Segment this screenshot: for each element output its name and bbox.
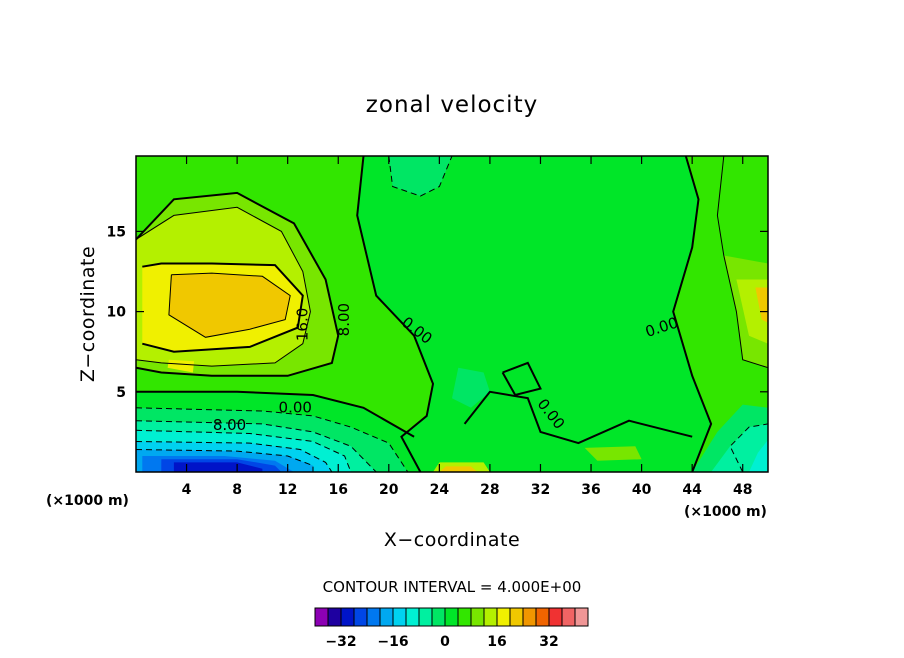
x-axis-ticks: 4 8 12 16 20 24 28 32 36 40 44 48 (182, 156, 752, 498)
contour-label-layer: 16.0 8.00 0.00 0.000.000.008.00 (213, 303, 681, 434)
y-axis-ticks: 5 10 15 (107, 224, 768, 401)
x-tick-label-10: 44 (682, 482, 702, 498)
x-tick-label-8: 36 (581, 482, 600, 498)
contour-line-3 (136, 206, 311, 367)
contour-line-layer (136, 156, 768, 472)
contour-label-5: 0.00 (279, 398, 312, 416)
contour-line-16 (729, 423, 768, 472)
colorbar-swatch-14 (496, 607, 511, 627)
contour-region-11 (168, 273, 291, 338)
contour-interval-text: CONTOUR INTERVAL = 4.000E+00 (323, 578, 582, 596)
contour-line-12 (388, 156, 453, 197)
x-tick-label-0: 4 (182, 482, 192, 498)
x-tick-label-4: 20 (379, 482, 399, 498)
contour-label-1: 8.00 (335, 303, 353, 336)
contour-line-9 (136, 429, 352, 472)
y-axis-label: Z−coordinate (77, 246, 99, 382)
colorbar-swatch-6 (392, 607, 407, 627)
colorbar-swatch-2 (340, 607, 355, 627)
y-tick-label-1: 10 (107, 305, 127, 321)
contour-line-14 (501, 361, 542, 397)
x-tick-label-7: 32 (531, 482, 550, 498)
contour-line-6 (136, 390, 415, 438)
colorbar-tick-label-4: 32 (539, 634, 558, 650)
contour-line-13 (463, 390, 693, 445)
colorbar-swatch-7 (405, 607, 420, 627)
contour-region-23 (173, 462, 263, 472)
contour-line-0 (356, 156, 435, 472)
colorbar-swatch-5 (379, 607, 394, 627)
contour-line-5 (168, 272, 291, 338)
x-tick-label-1: 8 (232, 482, 242, 498)
contour-line-11 (136, 449, 314, 472)
contour-region-26 (749, 439, 768, 472)
plot-frame (135, 155, 769, 473)
colorbar-swatch-4 (366, 607, 381, 627)
x-unit-label-right: (×1000 m) (684, 504, 767, 520)
x-axis-label: X−coordinate (384, 529, 520, 551)
y-tick-label-2: 15 (107, 224, 126, 240)
contour-region-10 (167, 359, 195, 373)
colorbar-swatch-16 (522, 607, 537, 627)
colorbar-swatch-11 (457, 607, 472, 627)
x-tick-label-2: 12 (278, 482, 297, 498)
contour-region-14 (439, 466, 478, 472)
colorbar-swatch-12 (470, 607, 485, 627)
colorbar-tick-label-0: −32 (325, 634, 356, 650)
contour-line-10 (136, 441, 333, 472)
contour-line-8 (136, 420, 377, 472)
contour-region-2 (388, 156, 452, 197)
contour-region-3 (452, 367, 490, 408)
colorbar: −32 −16 0 16 32 (314, 607, 589, 650)
colorbar-tick-label-1: −16 (377, 634, 408, 650)
x-tick-label-6: 28 (480, 482, 499, 498)
contour-label-6: 8.00 (213, 416, 246, 434)
colorbar-swatch-10 (444, 607, 459, 627)
contour-fill-layer (136, 156, 768, 472)
colorbar-swatch-18 (548, 607, 563, 627)
chart-title: zonal velocity (366, 92, 538, 118)
contour-region-6 (584, 446, 642, 461)
colorbar-tick-label-3: 16 (487, 634, 506, 650)
colorbar-swatch-9 (431, 607, 446, 627)
colorbar-swatch-13 (483, 607, 498, 627)
colorbar-swatch-1 (327, 607, 342, 627)
contour-region-12 (755, 287, 768, 323)
colorbar-swatch-15 (509, 607, 524, 627)
contour-line-1 (672, 156, 713, 472)
x-tick-label-5: 24 (430, 482, 450, 498)
contour-line-2 (136, 191, 340, 377)
y-tick-label-0: 5 (116, 385, 126, 401)
x-tick-label-11: 48 (733, 482, 752, 498)
colorbar-swatch-19 (561, 607, 576, 627)
colorbar-swatch-17 (535, 607, 550, 627)
colorbar-swatch-0 (314, 607, 329, 627)
contour-region-1 (357, 156, 712, 472)
colorbar-swatch-3 (353, 607, 368, 627)
x-tick-label-3: 16 (328, 482, 347, 498)
colorbar-swatch-8 (418, 607, 433, 627)
contour-region-25 (711, 423, 768, 472)
x-tick-label-9: 40 (632, 482, 652, 498)
contour-line-15 (716, 156, 768, 369)
contour-line-7 (136, 407, 409, 472)
x-unit-label-left: (×1000 m) (46, 493, 129, 509)
colorbar-swatch-20 (574, 607, 589, 627)
contour-label-0: 16.0 (293, 308, 311, 341)
contour-line-4 (142, 262, 304, 353)
colorbar-tick-label-2: 0 (440, 634, 450, 650)
